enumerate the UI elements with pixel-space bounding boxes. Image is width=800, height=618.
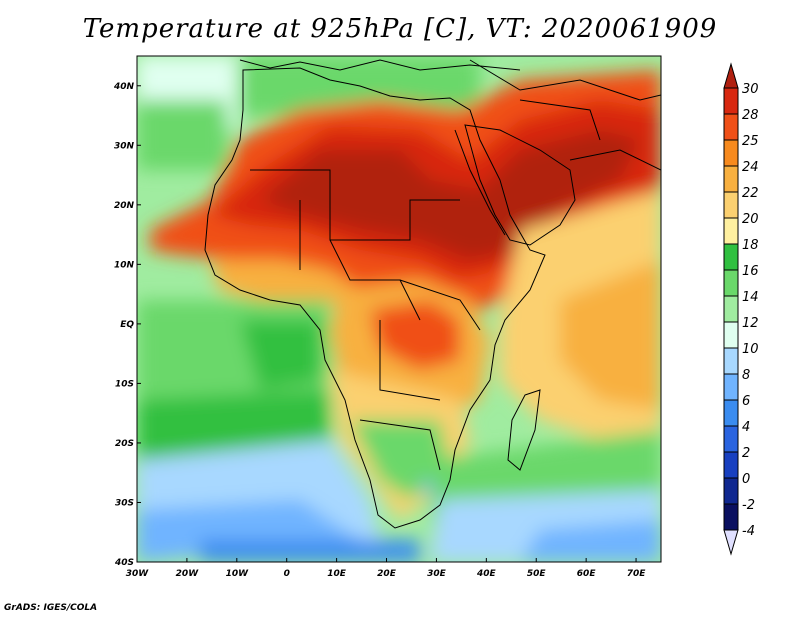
lat-tick-label: 10S (115, 379, 134, 389)
temperature-field (137, 56, 661, 562)
lat-tick-label: 30N (114, 141, 135, 151)
colorbar-swatch (723, 191, 739, 219)
colorbar-swatch (723, 477, 739, 505)
colorbar-swatch (723, 399, 739, 427)
lon-tick-label: 10W (226, 569, 250, 579)
colorbar-swatch (723, 269, 739, 297)
colorbar-label: 4 (742, 420, 750, 435)
chart-title: Temperature at 925hPa [C], VT: 202006190… (82, 14, 718, 44)
lat-tick-label: EQ (120, 320, 134, 330)
colorbar-swatch (723, 321, 739, 349)
credit-text: GrADS: IGES/COLA (4, 603, 98, 613)
lat-tick-label: 40S (114, 558, 134, 568)
lat-tick-label: 20S (115, 439, 134, 449)
lon-tick-label: 0 (284, 569, 290, 579)
colorbar-label: 28 (742, 108, 759, 123)
lon-tick-label: 30W (126, 569, 150, 579)
lat-tick-label: 40N (113, 82, 135, 92)
colorbar-label: 25 (742, 134, 759, 149)
colorbar-swatch (723, 217, 739, 245)
lon-tick-label: 40E (476, 569, 497, 579)
lat-tick-label: 20N (114, 201, 135, 211)
colorbar-label: 10 (742, 342, 759, 357)
colorbar-label: 18 (742, 238, 759, 253)
colorbar-label: -4 (742, 524, 755, 539)
lon-tick-label: 10E (327, 569, 347, 579)
colorbar-label: 24 (742, 160, 759, 175)
colorbar-label: 6 (742, 394, 750, 409)
colorbar-swatch (723, 373, 739, 401)
coastlines (204, 59, 661, 529)
colorbar-label: 14 (742, 290, 759, 305)
map-frame (136, 55, 662, 563)
colorbar-top-arrow (723, 62, 739, 89)
colorbar-swatch (723, 425, 739, 453)
colorbar-label: 0 (742, 472, 750, 487)
colorbar-label: 8 (742, 368, 750, 383)
colorbar-swatch (723, 87, 739, 115)
colorbar-swatch (723, 295, 739, 323)
colorbar-swatch (723, 347, 739, 375)
colorbar-bottom-arrow (723, 529, 739, 556)
colorbar-swatch (723, 165, 739, 193)
colorbar-swatch (723, 243, 739, 271)
colorbar-swatch (723, 139, 739, 167)
lon-tick-label: 20W (176, 569, 200, 579)
colorbar-swatch (723, 503, 739, 531)
colorbar-label: 30 (742, 82, 759, 97)
longitude-axis: 30W 20W 10W 0 10E 20E 30E 40E 50E 60E 70E (126, 558, 646, 579)
lon-tick-label: 20E (377, 569, 397, 579)
colorbar-label: -2 (742, 498, 755, 513)
colorbar-label: 12 (742, 316, 759, 331)
colorbar-label: 20 (742, 212, 759, 227)
lon-tick-label: 30E (427, 569, 447, 579)
colorbar-label: 16 (742, 264, 759, 279)
colorbar-swatch (723, 451, 739, 479)
colorbar-label: 22 (742, 186, 759, 201)
latitude-axis: 40N 30N 20N 10N EQ 10S 20S 30S 40S (113, 82, 141, 568)
colorbar-label: 2 (742, 446, 750, 461)
lon-tick-label: 70E (627, 569, 647, 579)
lat-tick-label: 30S (115, 498, 134, 508)
colorbar-swatch (723, 113, 739, 141)
lon-tick-label: 60E (577, 569, 597, 579)
lat-tick-label: 10N (114, 260, 135, 270)
lon-tick-label: 50E (527, 569, 547, 579)
